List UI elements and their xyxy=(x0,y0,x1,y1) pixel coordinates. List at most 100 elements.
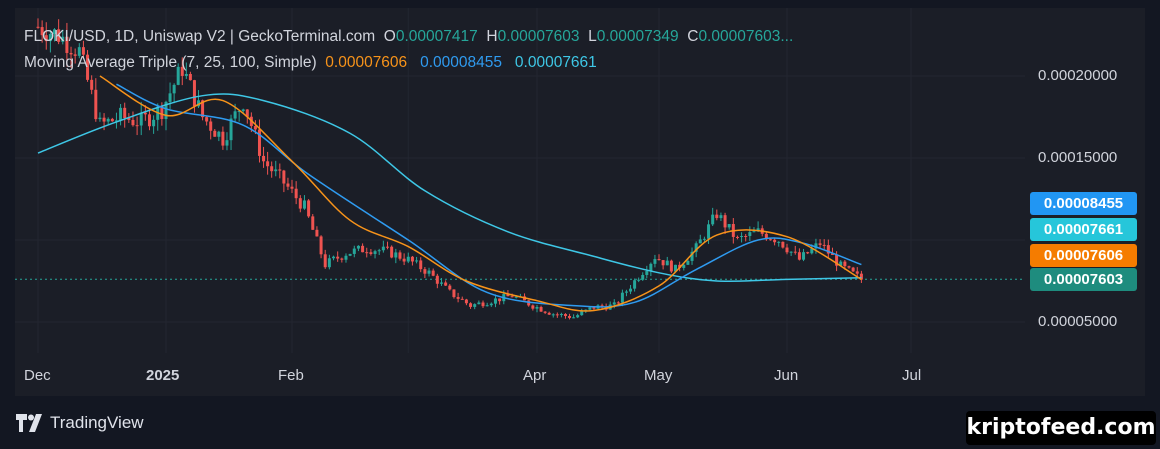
candle-180 xyxy=(777,241,781,247)
candle-body xyxy=(106,118,110,122)
candle-body xyxy=(319,236,323,255)
candle-3 xyxy=(48,29,52,53)
candle-body xyxy=(386,246,390,248)
indicator-legend[interactable]: Moving Average Triple (7, 25, 100, Simpl… xyxy=(24,54,597,72)
candle-67 xyxy=(311,214,315,230)
candle-body xyxy=(719,215,723,219)
symbol-legend[interactable]: FLOKI/USD, 1D, Uniswap V2 | GeckoTermina… xyxy=(24,28,793,46)
candle-body xyxy=(777,241,781,243)
candle-body xyxy=(307,200,311,217)
candle-94 xyxy=(423,267,427,279)
candle-91 xyxy=(410,255,414,266)
candle-157 xyxy=(682,263,686,271)
candle-body xyxy=(481,302,485,307)
candle-68 xyxy=(315,226,319,237)
candle-124 xyxy=(547,311,551,316)
candle-171 xyxy=(740,232,744,243)
candle-108 xyxy=(481,300,485,308)
candle-body xyxy=(802,252,806,260)
candle-body xyxy=(678,264,682,268)
candle-body xyxy=(789,251,793,253)
ma100-line xyxy=(37,93,862,283)
candle-body xyxy=(172,84,176,94)
candle-105 xyxy=(469,302,473,309)
candle-body xyxy=(510,296,514,298)
watermark: kriptofeed.com xyxy=(966,411,1156,445)
candle-42 xyxy=(209,118,213,140)
candle-131 xyxy=(576,313,580,319)
candle-body xyxy=(448,285,452,290)
candle-17 xyxy=(106,117,110,125)
candle-187 xyxy=(806,251,810,255)
candle-63 xyxy=(294,181,298,205)
candle-body xyxy=(435,275,439,284)
candle-body xyxy=(439,282,443,284)
candle-60 xyxy=(282,169,286,193)
candle-181 xyxy=(781,241,785,249)
candle-11 xyxy=(81,40,85,58)
candle-77 xyxy=(352,245,356,258)
candle-65 xyxy=(302,195,306,210)
candle-body xyxy=(576,315,580,318)
high-label: H xyxy=(486,28,498,45)
price-axis[interactable] xyxy=(1025,8,1145,353)
candle-body xyxy=(555,314,559,316)
candle-body xyxy=(311,216,315,230)
candle-99 xyxy=(444,280,448,287)
candle-body xyxy=(119,107,123,121)
symbol-title: FLOKI/USD, 1D, Uniswap V2 | GeckoTermina… xyxy=(24,28,376,45)
x-tick-jun: Jun xyxy=(774,367,799,384)
candle-body xyxy=(469,303,473,307)
candle-109 xyxy=(485,302,489,307)
candle-body xyxy=(551,314,555,316)
candle-43 xyxy=(213,128,217,137)
candle-182 xyxy=(785,243,789,255)
candle-body xyxy=(781,241,785,248)
candle-186 xyxy=(802,248,806,262)
candle-78 xyxy=(356,245,360,252)
candle-54 xyxy=(257,119,261,163)
close-value: 0.00007603... xyxy=(698,28,794,45)
candle-37 xyxy=(188,71,192,81)
candle-body xyxy=(740,235,744,238)
candle-84 xyxy=(381,240,385,253)
ma25-price-tag: 0.00008455 xyxy=(1030,192,1137,215)
candle-body xyxy=(464,299,468,304)
candle-33 xyxy=(172,83,176,104)
candle-34 xyxy=(176,63,180,86)
close-price-tag: 0.00007603 xyxy=(1030,268,1137,291)
candle-88 xyxy=(398,250,402,261)
tradingview-logo[interactable]: TradingView xyxy=(16,412,144,434)
candle-4 xyxy=(53,28,57,42)
candle-body xyxy=(323,254,327,268)
candle-body xyxy=(797,252,801,260)
candle-body xyxy=(327,258,331,268)
candle-184 xyxy=(793,245,797,255)
candle-body xyxy=(539,307,543,312)
candle-166 xyxy=(719,212,723,221)
candle-body xyxy=(665,260,669,266)
candle-119 xyxy=(527,299,531,307)
candle-body xyxy=(176,66,180,85)
candle-body xyxy=(506,294,510,297)
candle-body xyxy=(143,112,147,115)
candle-19 xyxy=(114,112,118,129)
candle-body xyxy=(830,253,834,255)
candle-36 xyxy=(184,62,188,79)
time-axis[interactable] xyxy=(15,353,1145,396)
candle-8 xyxy=(69,46,73,68)
candle-body xyxy=(514,296,518,298)
candle-body xyxy=(633,280,637,289)
candle-200 xyxy=(859,270,863,283)
candle-body xyxy=(274,169,278,172)
candle-body xyxy=(298,198,302,209)
candle-body xyxy=(690,251,694,261)
candle-body xyxy=(843,261,847,267)
candle-body xyxy=(649,263,653,272)
candle-body xyxy=(637,279,641,281)
candle-body xyxy=(53,29,57,35)
candle-9 xyxy=(73,48,77,64)
candle-body xyxy=(657,259,661,261)
candle-167 xyxy=(723,212,727,234)
candle-152 xyxy=(661,260,665,270)
